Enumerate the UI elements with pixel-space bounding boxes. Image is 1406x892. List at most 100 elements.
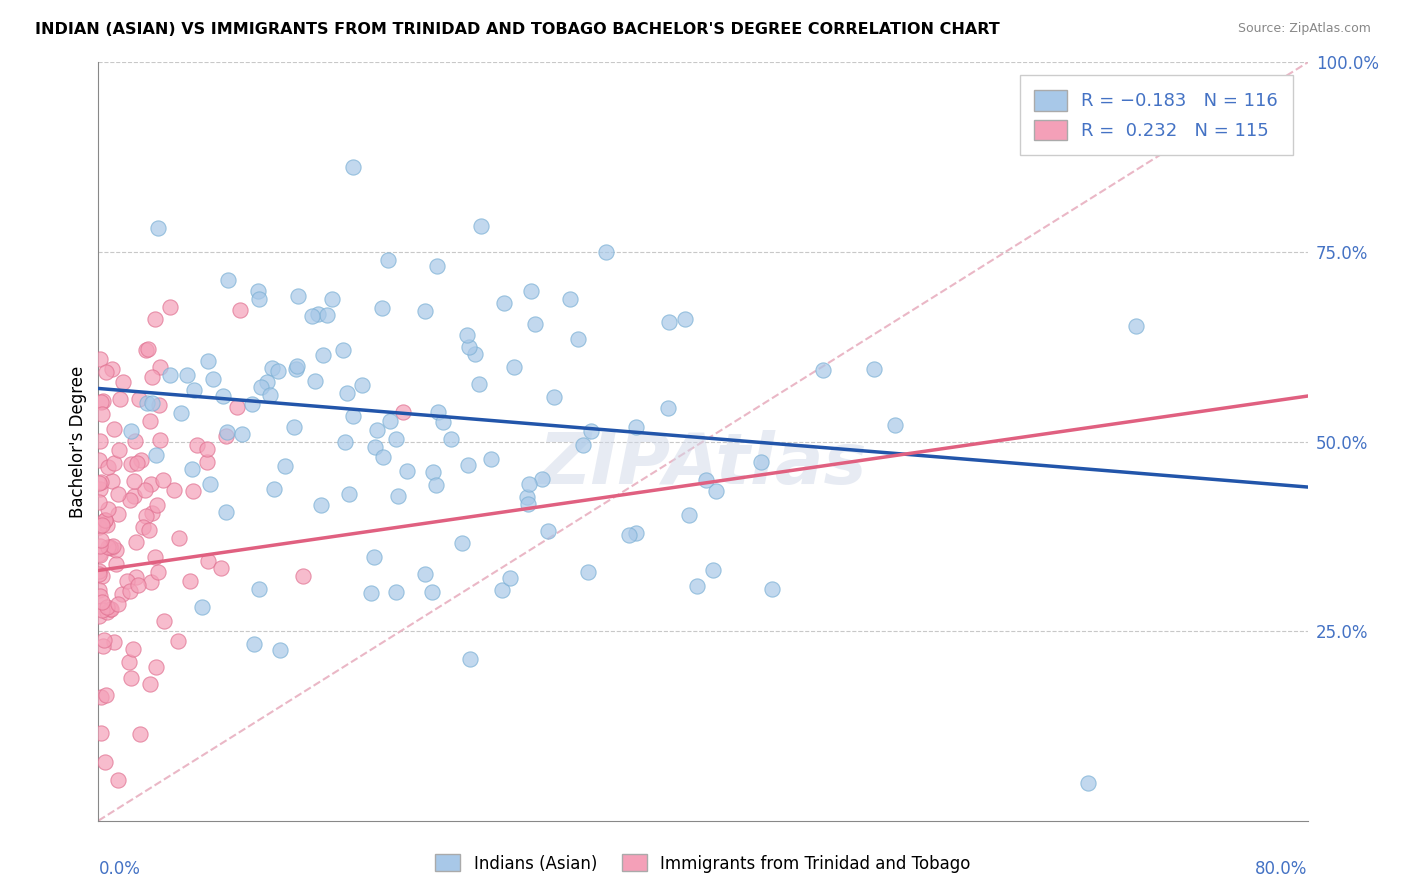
Point [283,420,305,434]
Point [387,490,409,504]
Point [1125,318,1147,333]
Point [678,508,700,522]
Point [87,495,110,509]
Point [266,364,288,378]
Point [104,542,127,557]
Point [135,508,157,523]
Point [499,571,522,585]
Point [269,642,291,657]
Text: Source: ZipAtlas.com: Source: ZipAtlas.com [1237,22,1371,36]
Point [120,424,142,438]
Point [884,417,907,432]
Point [107,597,129,611]
Point [226,401,249,415]
Point [107,772,129,787]
Point [97,501,120,516]
Point [89,547,111,561]
Point [153,615,176,629]
Point [342,409,364,424]
Point [191,599,214,614]
Point [195,455,218,469]
Point [122,474,145,488]
Point [332,343,354,357]
Point [89,351,111,366]
Point [145,660,167,674]
Point [287,289,309,303]
Point [146,498,169,512]
Point [531,472,554,486]
Point [129,453,152,467]
Text: ZIPAtlas: ZIPAtlas [538,430,868,499]
Point [246,284,269,298]
Point [138,523,160,537]
Point [413,566,436,581]
Point [159,368,181,382]
Point [811,362,834,376]
Point [749,455,772,469]
Point [863,361,886,376]
Point [695,474,717,488]
Point [179,574,201,588]
Point [384,433,406,447]
Point [145,449,167,463]
Point [494,296,516,310]
Point [125,534,148,549]
Point [98,540,121,554]
Point [103,422,125,436]
Point [94,688,117,702]
Point [100,474,122,488]
Point [464,347,486,361]
Point [312,348,335,362]
Point [517,477,540,491]
Point [201,372,224,386]
Point [249,292,271,306]
Point [90,603,112,617]
Point [336,385,359,400]
Point [215,505,238,519]
Point [422,466,444,480]
Point [101,539,124,553]
Point [90,475,112,489]
Point [90,726,112,740]
Point [141,396,163,410]
Point [124,434,146,448]
Point [87,608,110,623]
Point [217,273,239,287]
Point [120,671,142,685]
Point [128,392,150,406]
Point [316,308,339,322]
Point [148,398,170,412]
Point [104,557,127,571]
Point [141,477,163,491]
Point [138,414,160,428]
Point [139,575,162,590]
Point [426,259,449,273]
Point [125,570,148,584]
Point [103,635,125,649]
Point [523,318,546,332]
Point [152,473,174,487]
Point [120,492,142,507]
Point [675,312,697,326]
Point [122,489,145,503]
Point [198,477,221,491]
Point [567,331,589,345]
Point [304,374,326,388]
Point [93,633,115,648]
Point [143,312,166,326]
Point [125,456,148,470]
Point [117,655,139,669]
Point [425,477,447,491]
Point [183,484,205,499]
Point [87,520,110,534]
Point [197,354,219,368]
Legend: Indians (Asian), Immigrants from Trinidad and Tobago: Indians (Asian), Immigrants from Trinida… [429,847,977,880]
Point [287,359,309,374]
Point [457,340,479,354]
Point [132,520,155,534]
Point [249,380,271,394]
Legend: R = −0.183   N = 116, R =  0.232   N = 115: R = −0.183 N = 116, R = 0.232 N = 115 [1019,75,1292,155]
Point [159,300,181,314]
Point [87,475,110,490]
Point [371,301,394,316]
